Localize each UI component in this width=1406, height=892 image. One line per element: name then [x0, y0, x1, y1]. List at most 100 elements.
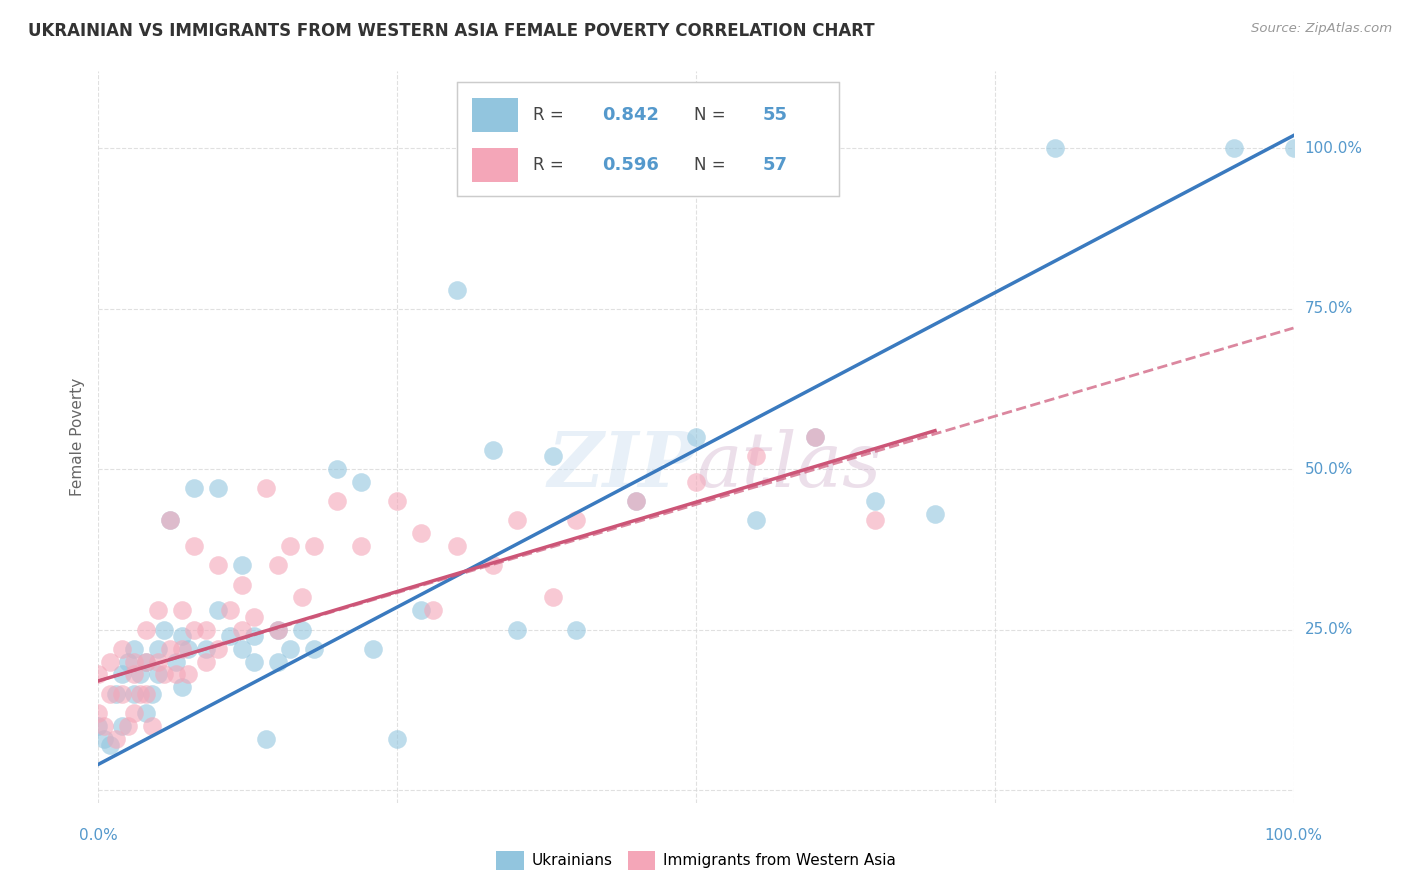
Point [745, 514, 768, 528]
Y-axis label: Female Poverty: Female Poverty [70, 378, 86, 496]
Point [541, 450, 564, 464]
Point [87, 719, 110, 733]
Point [87, 706, 110, 720]
Point [481, 558, 505, 573]
Point [165, 667, 187, 681]
Point [243, 609, 266, 624]
Point [135, 706, 157, 720]
Point [124, 641, 146, 656]
Point [302, 539, 325, 553]
Text: Source: ZipAtlas.com: Source: ZipAtlas.com [1251, 22, 1392, 36]
Point [194, 623, 217, 637]
Point [745, 450, 768, 464]
Point [863, 514, 886, 528]
Point [177, 641, 200, 656]
Point [541, 591, 564, 605]
Point [141, 687, 163, 701]
Point [1043, 141, 1066, 155]
Point [183, 482, 205, 496]
Point [685, 430, 707, 444]
Point [98, 655, 122, 669]
Point [267, 655, 290, 669]
Point [172, 603, 194, 617]
Point [290, 591, 312, 605]
Point [1222, 141, 1246, 155]
Point [267, 623, 290, 637]
Text: 100.0%: 100.0% [1305, 141, 1362, 156]
Point [278, 641, 301, 656]
Point [165, 655, 187, 669]
Point [326, 462, 349, 476]
Legend: Ukrainians, Immigrants from Western Asia: Ukrainians, Immigrants from Western Asia [491, 845, 901, 876]
Point [254, 482, 277, 496]
Point [148, 667, 170, 681]
Point [446, 283, 468, 297]
Point [254, 731, 277, 746]
Point [111, 667, 134, 681]
Point [183, 539, 205, 553]
Point [219, 603, 242, 617]
Point [172, 629, 194, 643]
Point [363, 641, 385, 656]
Point [267, 623, 290, 637]
Point [135, 687, 157, 701]
Text: atlas: atlas [696, 429, 882, 503]
Point [117, 719, 139, 733]
Point [302, 641, 325, 656]
Point [111, 719, 134, 733]
Point [129, 667, 152, 681]
Point [159, 641, 181, 656]
Point [124, 667, 146, 681]
Point [117, 655, 139, 669]
Point [350, 475, 373, 489]
Point [87, 667, 110, 681]
Point [385, 494, 409, 508]
Point [385, 731, 409, 746]
Text: 100.0%: 100.0% [1264, 828, 1323, 843]
Point [148, 641, 170, 656]
Point [278, 539, 301, 553]
Point [924, 507, 946, 521]
Point [148, 655, 170, 669]
Point [422, 603, 444, 617]
Point [105, 687, 128, 701]
Point [207, 603, 229, 617]
Point [148, 603, 170, 617]
Text: 50.0%: 50.0% [1305, 462, 1353, 476]
Point [231, 577, 253, 591]
Point [129, 687, 152, 701]
Point [804, 430, 827, 444]
Point [446, 539, 468, 553]
Point [124, 655, 146, 669]
Point [93, 731, 115, 746]
Point [290, 623, 312, 637]
Point [624, 494, 647, 508]
Point [411, 603, 433, 617]
Text: ZIP: ZIP [547, 429, 696, 503]
Point [326, 494, 349, 508]
Point [1282, 141, 1305, 155]
Point [565, 514, 588, 528]
Point [624, 494, 647, 508]
Text: 0.0%: 0.0% [79, 828, 118, 843]
Point [98, 738, 122, 752]
Point [172, 641, 194, 656]
Point [135, 623, 157, 637]
Point [111, 641, 134, 656]
Point [124, 706, 146, 720]
Point [135, 655, 157, 669]
Point [194, 655, 217, 669]
Point [111, 687, 134, 701]
Point [194, 641, 217, 656]
Point [153, 623, 176, 637]
Point [124, 687, 146, 701]
Point [350, 539, 373, 553]
Point [231, 623, 253, 637]
Point [207, 482, 229, 496]
Point [231, 641, 253, 656]
Point [183, 623, 205, 637]
Point [159, 514, 181, 528]
Point [93, 719, 115, 733]
Point [243, 629, 266, 643]
Point [411, 526, 433, 541]
